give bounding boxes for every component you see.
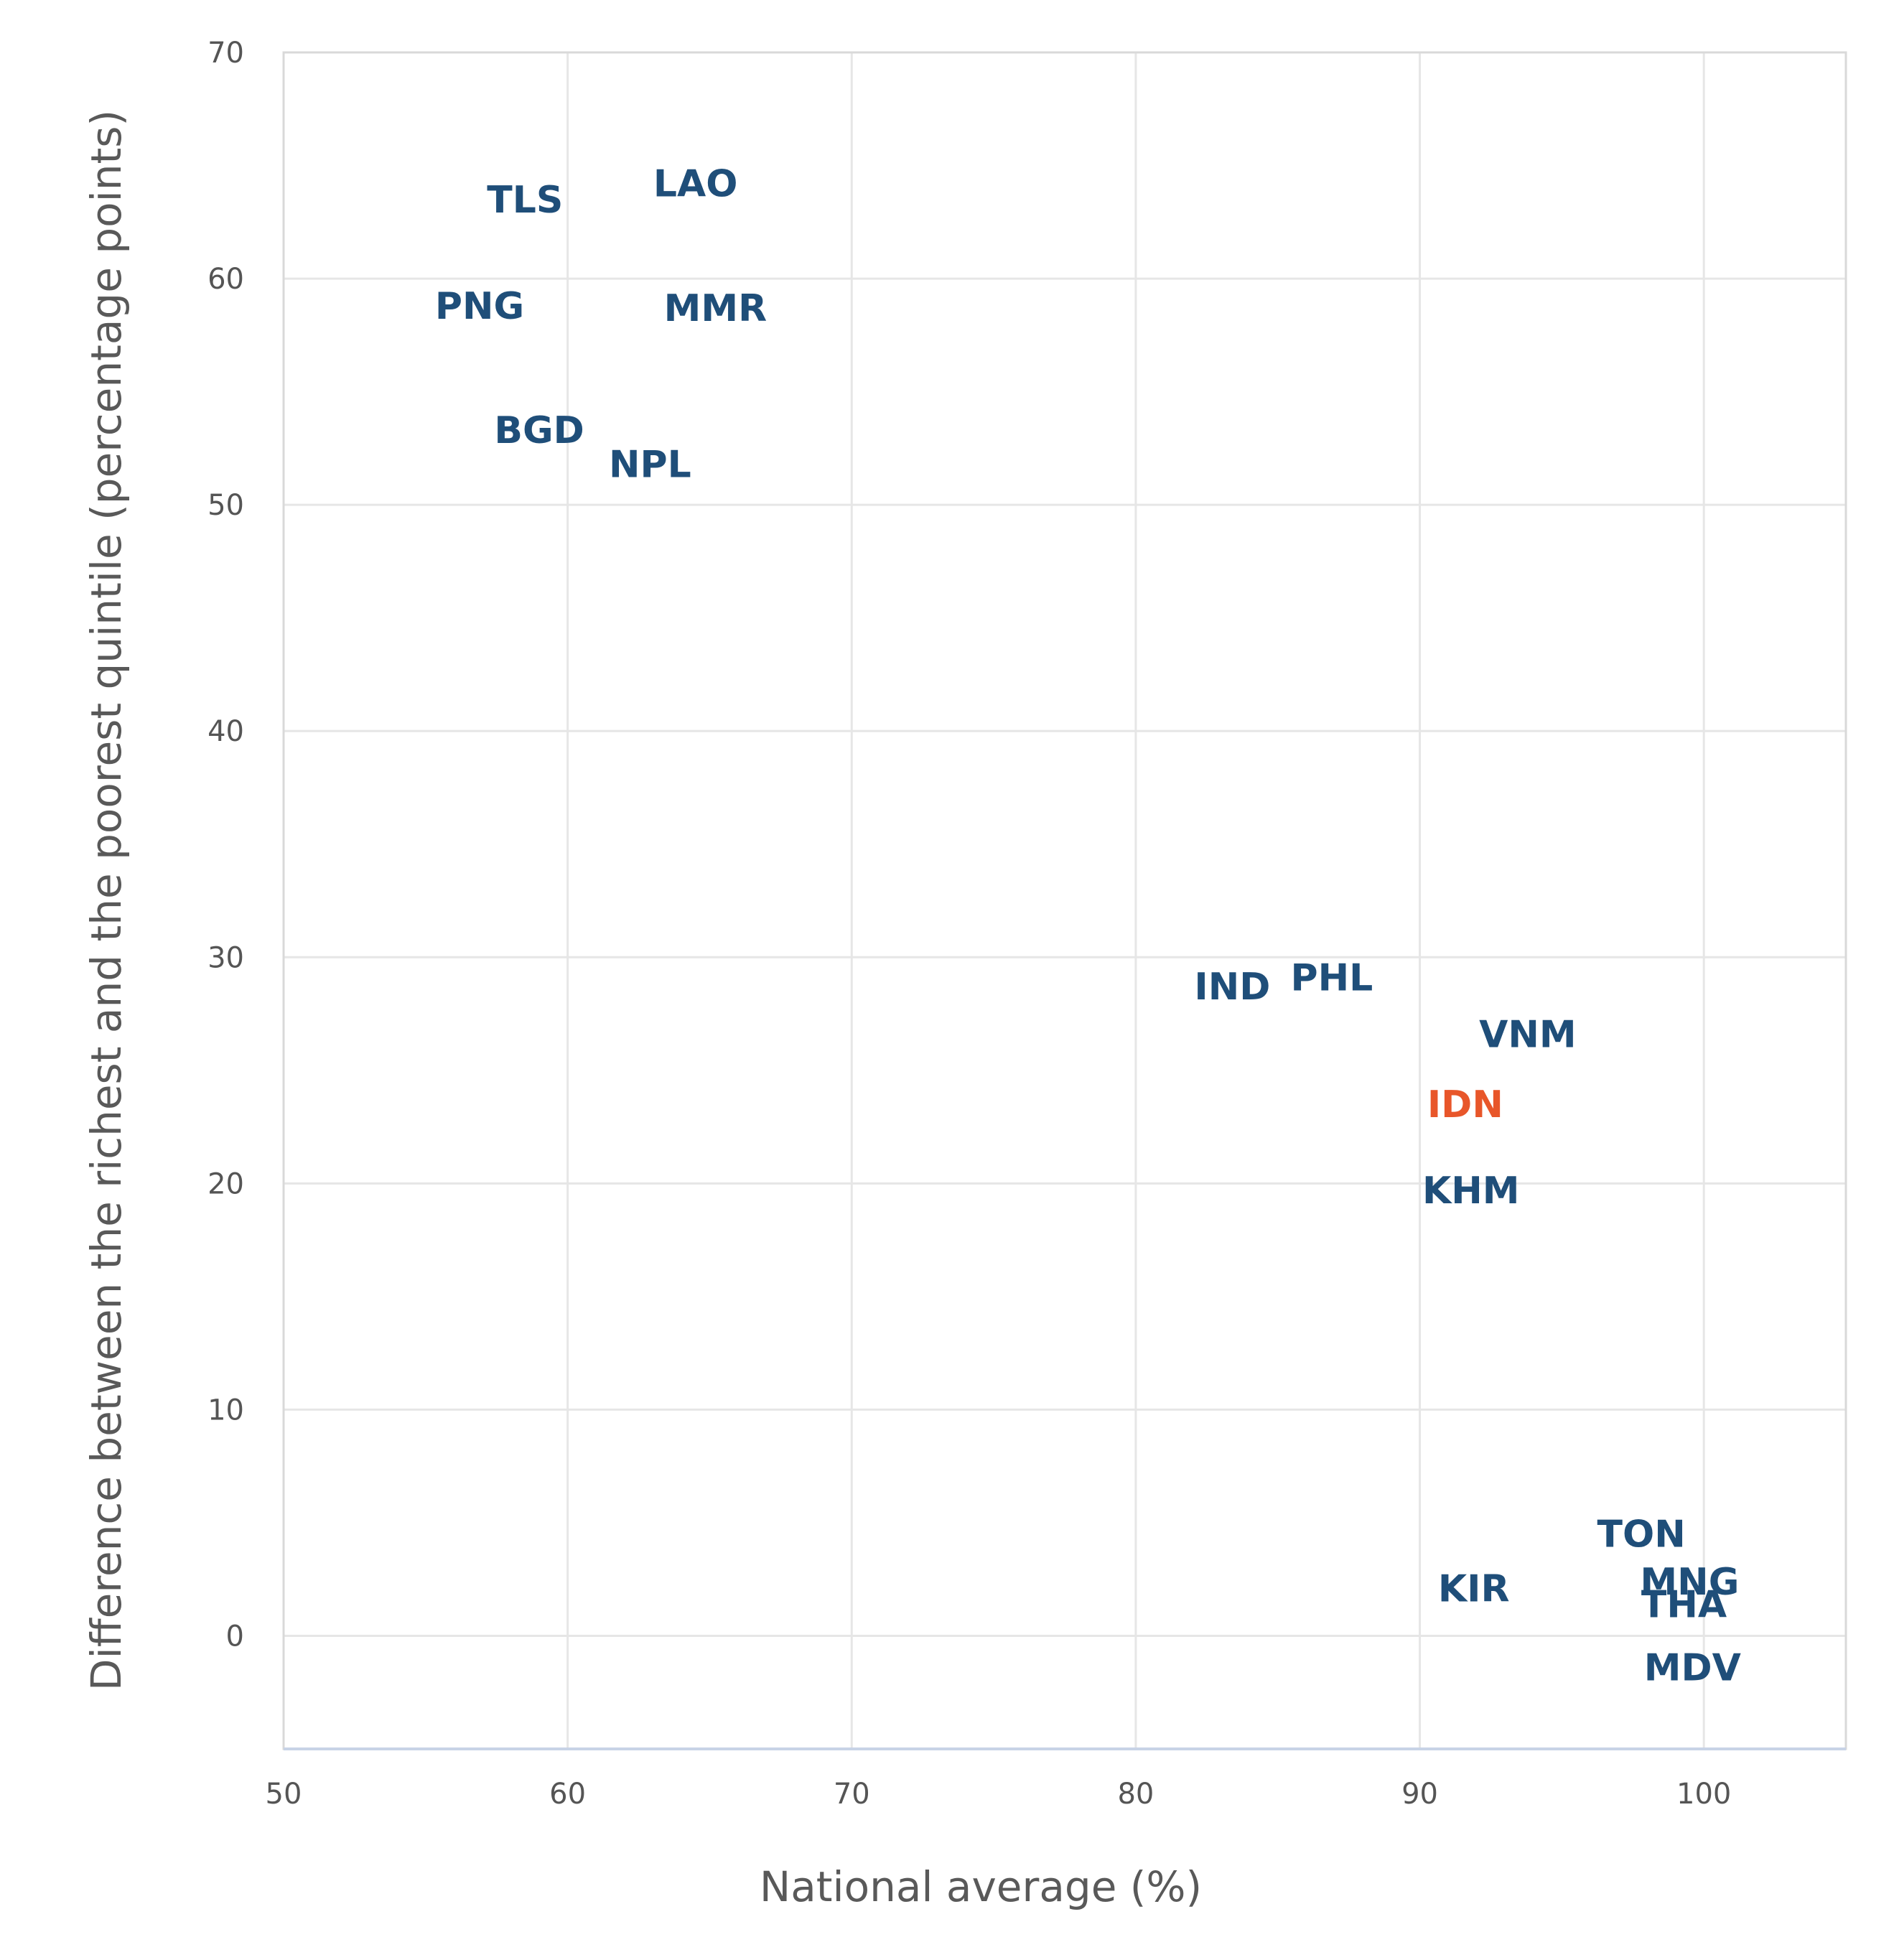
y-tick-label: 30 <box>207 941 244 974</box>
data-points: TLS LAO PNG MMR BGD NPL IND PHL VNM IDN KHM TON KIR M… <box>435 163 1741 1690</box>
data-point-kir: KIR <box>1438 1567 1510 1610</box>
data-point-bgd: BGD <box>494 409 584 452</box>
y-tick-label: 10 <box>207 1394 244 1427</box>
data-point-mdv: MDV <box>1644 1647 1741 1690</box>
data-point-npl: NPL <box>609 443 691 486</box>
y-tick-label: 0 <box>226 1620 244 1653</box>
x-tick-label: 70 <box>834 1778 870 1811</box>
data-point-png: PNG <box>435 285 524 328</box>
x-tick-labels: 50 60 70 80 90 100 <box>266 1778 1732 1811</box>
data-point-tls: TLS <box>487 179 563 222</box>
data-point-mmr: MMR <box>664 287 768 330</box>
y-tick-label: 40 <box>207 715 244 748</box>
y-tick-labels: 0 10 20 30 40 50 60 70 <box>207 37 244 1653</box>
y-tick-label: 70 <box>207 37 244 70</box>
data-point-lao: LAO <box>653 163 738 206</box>
data-point-khm: KHM <box>1422 1170 1520 1213</box>
data-point-ton: TON <box>1597 1513 1686 1557</box>
x-tick-label: 80 <box>1117 1778 1154 1811</box>
data-point-ind: IND <box>1194 966 1270 1009</box>
y-tick-label: 20 <box>207 1167 244 1200</box>
y-axis-title: Difference between the richest and the p… <box>82 110 131 1691</box>
data-point-vnm: VNM <box>1479 1013 1577 1056</box>
y-tick-label: 60 <box>207 263 244 296</box>
x-axis-title: National average (%) <box>760 1862 1202 1911</box>
data-point-idn: IDN <box>1427 1083 1503 1126</box>
x-tick-label: 90 <box>1401 1778 1438 1811</box>
data-point-phl: PHL <box>1291 957 1373 1000</box>
x-tick-label: 50 <box>266 1778 302 1811</box>
y-tick-label: 50 <box>207 489 244 522</box>
x-tick-label: 100 <box>1676 1778 1731 1811</box>
data-point-mng: MNG <box>1640 1561 1739 1604</box>
data-point-tha: THA <box>1641 1583 1727 1626</box>
x-tick-label: 60 <box>549 1778 586 1811</box>
